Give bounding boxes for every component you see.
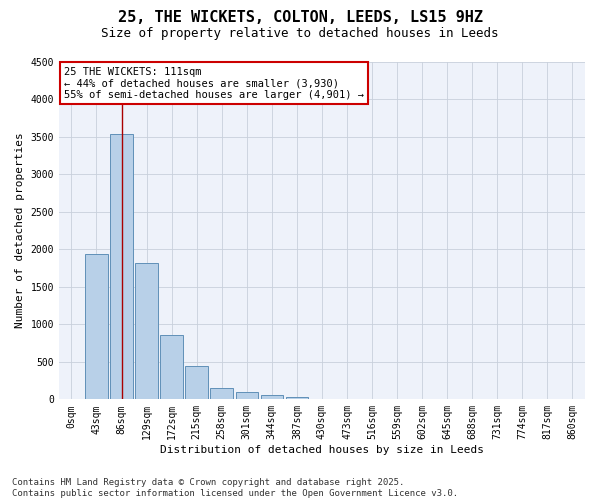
Text: Size of property relative to detached houses in Leeds: Size of property relative to detached ho…: [101, 28, 499, 40]
Text: Contains HM Land Registry data © Crown copyright and database right 2025.
Contai: Contains HM Land Registry data © Crown c…: [12, 478, 458, 498]
Bar: [110, 134, 133, 400]
Text: 25 THE WICKETS: 111sqm
← 44% of detached houses are smaller (3,930)
55% of semi-: 25 THE WICKETS: 111sqm ← 44% of detached…: [64, 66, 364, 100]
Bar: [85, 254, 108, 400]
Text: 25, THE WICKETS, COLTON, LEEDS, LS15 9HZ: 25, THE WICKETS, COLTON, LEEDS, LS15 9HZ: [118, 10, 482, 25]
X-axis label: Distribution of detached houses by size in Leeds: Distribution of detached houses by size …: [160, 445, 484, 455]
Bar: [286, 396, 308, 400]
Bar: [236, 392, 258, 400]
Bar: [185, 366, 208, 400]
Bar: [160, 335, 183, 400]
Bar: [136, 264, 158, 400]
Bar: [211, 388, 233, 400]
Bar: [260, 395, 283, 400]
Y-axis label: Number of detached properties: Number of detached properties: [15, 132, 25, 328]
